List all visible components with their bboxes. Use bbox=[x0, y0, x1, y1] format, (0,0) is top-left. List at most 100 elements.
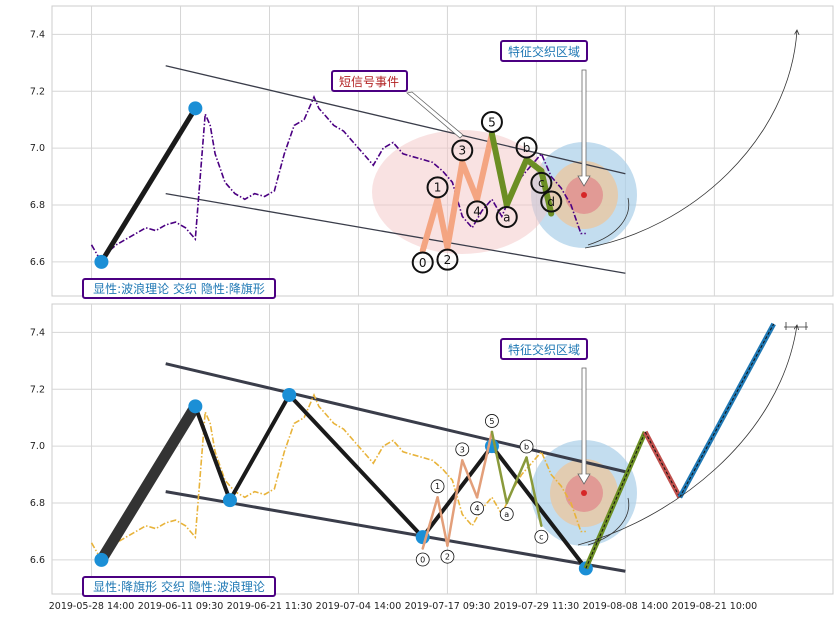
x-tick-label: 2019-06-21 11:30 bbox=[227, 601, 313, 612]
wave-label-circle bbox=[415, 552, 430, 567]
wave-label: 5 bbox=[489, 417, 494, 426]
top-zone-center bbox=[581, 192, 587, 198]
bottom-zone-center bbox=[581, 490, 587, 496]
x-tick-label: 2019-07-17 09:30 bbox=[405, 601, 491, 612]
wave-label-circle bbox=[451, 139, 474, 162]
bottom-feature-zone bbox=[531, 440, 637, 546]
price-line bbox=[90, 94, 586, 264]
bottom-wave: 0 1 2 3 4 5 a b c bbox=[415, 414, 549, 567]
wave-segment bbox=[444, 159, 466, 251]
wave-label-circle bbox=[455, 442, 470, 457]
short-signal-arrow bbox=[406, 91, 464, 139]
bottom-projection bbox=[583, 322, 776, 570]
wave-label: a bbox=[503, 210, 510, 224]
wave-label-circle bbox=[466, 200, 489, 223]
wave-label-circle bbox=[480, 110, 503, 133]
wave-label: c bbox=[539, 533, 543, 542]
bottom-gridlines bbox=[52, 304, 833, 594]
x-tick-label: 2019-07-29 11:30 bbox=[494, 601, 580, 612]
wave-label-circle bbox=[470, 501, 485, 516]
wave-segment bbox=[503, 156, 530, 209]
top-y-ticks: 6.6 6.8 7.0 7.2 7.4 bbox=[30, 29, 45, 267]
top-curve-arrow bbox=[584, 30, 797, 249]
wave-label: c bbox=[538, 176, 545, 190]
x-tick-labels: 2019-05-28 14:00 2019-06-11 09:30 2019-06-… bbox=[49, 601, 757, 612]
y-tick-label: 7.4 bbox=[30, 327, 45, 338]
wave-label: 0 bbox=[419, 256, 427, 270]
wave-segment bbox=[446, 459, 464, 547]
y-tick-label: 7.2 bbox=[30, 384, 45, 395]
wave-label: a bbox=[504, 510, 509, 519]
projection-leg-center bbox=[679, 323, 775, 498]
wave-label-circle bbox=[499, 507, 514, 521]
top-panel: 6.6 6.8 7.0 7.2 7.4 0 1 2 3 4 5 a b cd 短信号事件 特征交织区域 bbox=[30, 5, 834, 299]
top-thick-segment bbox=[94, 101, 203, 269]
wave-label: 0 bbox=[420, 555, 425, 564]
channel-line bbox=[165, 65, 626, 175]
bottom-pattern-box bbox=[82, 576, 276, 597]
top-ann-short-signal: 短信号事件 bbox=[331, 70, 464, 139]
top-channel bbox=[165, 65, 626, 274]
bottom-small-curve bbox=[587, 497, 630, 546]
y-tick-label: 6.6 bbox=[30, 257, 45, 268]
projection-leg bbox=[583, 430, 648, 570]
wave-segment bbox=[421, 496, 439, 550]
wave-segment bbox=[475, 430, 494, 499]
short-signal-box bbox=[331, 70, 408, 92]
wave-segment bbox=[434, 196, 451, 251]
wave-label: b bbox=[524, 442, 529, 451]
y-tick-label: 7.0 bbox=[30, 441, 45, 452]
channel-line bbox=[165, 362, 626, 474]
thick-segment-line bbox=[99, 107, 198, 264]
wave-segment bbox=[474, 130, 495, 203]
y-tick-label: 6.6 bbox=[30, 555, 45, 566]
wave-label-circle bbox=[519, 439, 534, 454]
x-tick-label: 2019-06-11 09:30 bbox=[138, 601, 224, 612]
top-pattern-box bbox=[82, 278, 276, 299]
wave-segment bbox=[490, 430, 509, 505]
top-feature-label: 特征交织区域 bbox=[508, 44, 580, 59]
zigzag-point bbox=[222, 493, 237, 508]
projection-leg-center bbox=[644, 431, 681, 498]
bottom-feature-box bbox=[500, 338, 588, 360]
wave-label: 5 bbox=[488, 115, 496, 129]
wave-segment bbox=[461, 459, 479, 499]
bottom-channel bbox=[165, 362, 626, 573]
wave-label-circle bbox=[495, 206, 518, 229]
y-tick-label: 6.8 bbox=[30, 200, 45, 211]
x-tick-label: 2019-05-28 14:00 bbox=[49, 601, 135, 612]
pivot-point bbox=[94, 254, 109, 269]
wave-label-circle bbox=[515, 136, 538, 159]
zigzag-line bbox=[193, 393, 588, 570]
wave-label: 3 bbox=[460, 445, 465, 454]
wave-label-circle bbox=[440, 549, 455, 564]
wave-label-circle bbox=[430, 479, 445, 494]
short-signal-label: 短信号事件 bbox=[339, 75, 399, 89]
wave-segment bbox=[505, 456, 528, 505]
bottom-ann-feature-zone: 特征交织区域 bbox=[500, 338, 591, 485]
wave-segment bbox=[419, 196, 441, 254]
bottom-y-ticks: 6.6 6.8 7.0 7.2 7.4 bbox=[30, 327, 45, 565]
wave-label: 2 bbox=[444, 253, 452, 267]
bottom-pattern-label: 显性:降旗形 交织 隐性:波浪理论 bbox=[93, 579, 265, 594]
y-tick-label: 7.0 bbox=[30, 143, 45, 154]
wave-segment bbox=[488, 130, 510, 209]
bottom-ann-pattern: 显性:降旗形 交织 隐性:波浪理论 bbox=[82, 576, 276, 597]
bottom-plot-area bbox=[51, 303, 834, 595]
wave-label: 4 bbox=[475, 504, 480, 513]
wave-label-circle bbox=[411, 251, 434, 274]
wave-label: b bbox=[523, 141, 531, 155]
y-tick-label: 7.2 bbox=[30, 86, 45, 97]
top-wave: 0 1 2 3 4 5 a b cd bbox=[411, 110, 563, 274]
x-tick-label: 2019-08-08 14:00 bbox=[583, 601, 669, 612]
top-signal-ellipse bbox=[372, 130, 552, 254]
wave-label-circle bbox=[540, 190, 563, 213]
top-pattern-label: 显性:波浪理论 交织 隐性:降旗形 bbox=[93, 281, 265, 296]
wave-label-circle bbox=[485, 414, 499, 428]
x-tick-label: 2019-08-21 10:00 bbox=[672, 601, 758, 612]
wave-label: 2 bbox=[445, 553, 450, 562]
bottom-zigzag bbox=[94, 387, 593, 576]
bottom-feature-arrow bbox=[577, 367, 591, 485]
top-feature-zone bbox=[531, 142, 637, 248]
